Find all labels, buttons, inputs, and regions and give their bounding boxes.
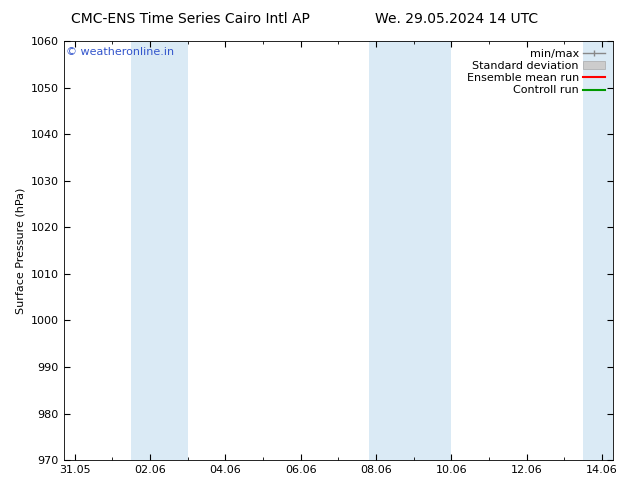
Bar: [368, 41, 451, 460]
Text: CMC-ENS Time Series Cairo Intl AP: CMC-ENS Time Series Cairo Intl AP: [71, 12, 309, 26]
Legend: min/max, Standard deviation, Ensemble mean run, Controll run: min/max, Standard deviation, Ensemble me…: [464, 47, 607, 98]
Text: © weatheronline.in: © weatheronline.in: [67, 48, 174, 57]
Bar: [583, 41, 617, 460]
Text: We. 29.05.2024 14 UTC: We. 29.05.2024 14 UTC: [375, 12, 538, 26]
Y-axis label: Surface Pressure (hPa): Surface Pressure (hPa): [15, 187, 25, 314]
Bar: [131, 41, 188, 460]
